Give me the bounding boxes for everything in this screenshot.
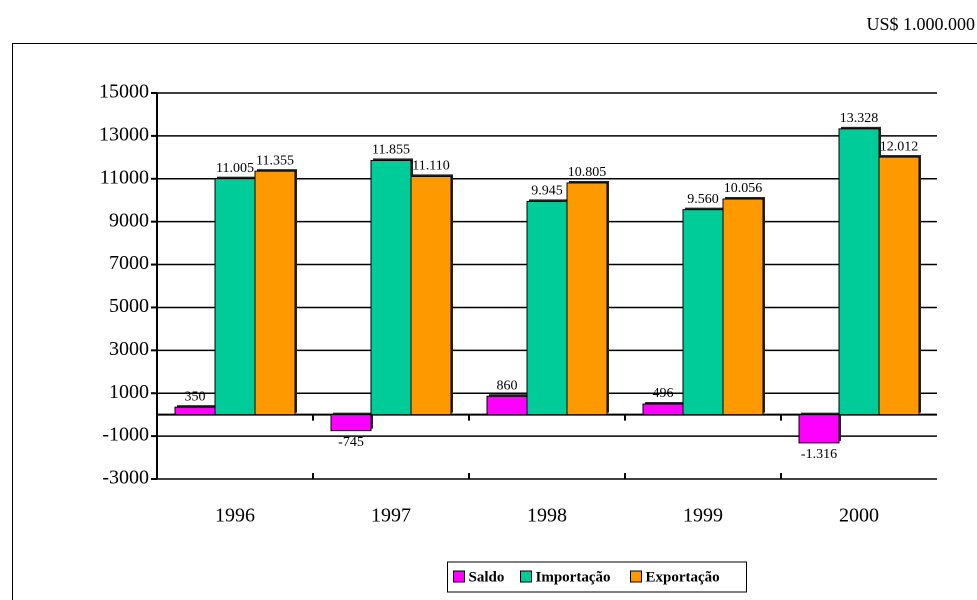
bar <box>798 414 840 444</box>
bar <box>642 403 684 416</box>
value-label: 13.328 <box>840 111 879 126</box>
bar <box>370 159 412 416</box>
bar <box>682 209 724 416</box>
bar <box>486 395 528 416</box>
legend-swatch <box>453 570 465 583</box>
value-label: 350 <box>185 389 206 404</box>
unit-label: US$ 1.000.000 <box>866 14 975 34</box>
value-label: 9.560 <box>687 192 719 207</box>
bar <box>526 200 568 416</box>
x-tick-label: 2000 <box>839 505 879 527</box>
bar <box>878 156 920 416</box>
value-label: 11.355 <box>256 153 294 168</box>
x-tick-label: 1996 <box>215 505 255 527</box>
y-tick-label: 11000 <box>100 166 149 188</box>
bar <box>254 170 296 416</box>
x-tick-label: 1997 <box>371 505 411 527</box>
legend-swatch <box>630 570 642 583</box>
value-label: 496 <box>653 386 674 401</box>
value-label: 11.005 <box>216 161 254 176</box>
bar <box>722 198 764 416</box>
bar <box>214 178 256 416</box>
y-tick-label: 9000 <box>109 209 149 231</box>
legend-swatch <box>520 570 532 583</box>
value-label: -1.316 <box>801 447 837 462</box>
value-label: 11.855 <box>372 143 410 158</box>
bar <box>566 182 608 416</box>
bar <box>174 406 216 416</box>
legend-label: Saldo <box>469 569 505 585</box>
value-label: 10.056 <box>724 181 763 196</box>
legend-label: Importação <box>536 569 611 585</box>
value-label: 10.805 <box>568 165 607 180</box>
x-tick-label: 1998 <box>527 505 567 527</box>
y-tick-label: 5000 <box>109 295 149 317</box>
y-tick-label: 7000 <box>109 252 149 274</box>
value-label: 11.110 <box>412 159 449 174</box>
bar <box>838 128 880 416</box>
y-tick-label: 1000 <box>109 381 149 403</box>
value-label: 860 <box>497 378 518 393</box>
value-label: 9.945 <box>531 184 563 199</box>
y-tick-label: 15000 <box>99 81 149 103</box>
value-label: 12.012 <box>880 139 919 154</box>
y-tick-label: -3000 <box>102 467 149 489</box>
x-tick-label: 1999 <box>683 505 723 527</box>
y-tick-label: 13000 <box>99 123 149 145</box>
y-tick-label: 3000 <box>109 338 149 360</box>
value-label: -745 <box>338 435 364 450</box>
y-tick-label: -1000 <box>102 424 149 446</box>
bar <box>410 175 452 416</box>
legend-box <box>447 561 747 593</box>
bar <box>330 414 372 432</box>
chart-frame <box>12 43 977 600</box>
legend-label: Exportação <box>646 569 720 585</box>
